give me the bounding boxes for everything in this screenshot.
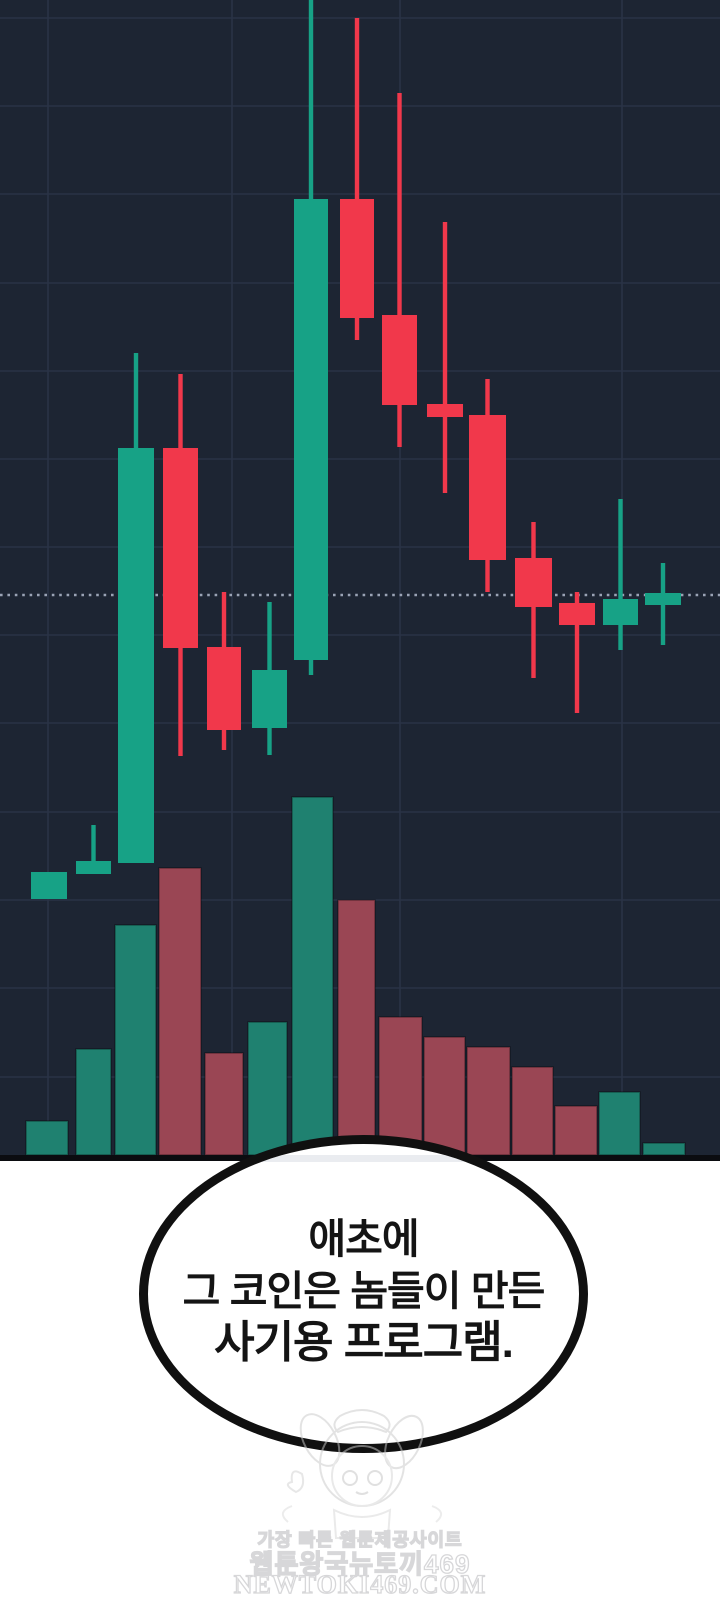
volume-bar [337, 899, 376, 1156]
candle-wick [397, 93, 402, 447]
candle-wick [618, 499, 623, 650]
candle-body [207, 647, 241, 730]
candle-body [76, 861, 111, 874]
speech-bubble: 애초에 그 코인은 놈들이 만든 사기용 프로그램. [139, 1135, 588, 1453]
speech-line-3: 사기용 프로그램. [214, 1318, 514, 1367]
volume-bar [642, 1142, 686, 1156]
volume-bar [25, 1120, 69, 1156]
volume-bar [114, 924, 157, 1156]
candlestick-chart-panel [0, 0, 720, 1161]
volume-bar [511, 1066, 554, 1156]
candle-body [469, 415, 506, 560]
candle-wick [354, 18, 360, 340]
candle-body [559, 603, 595, 625]
volume-bar [247, 1021, 288, 1156]
candle-wick [91, 825, 96, 874]
candle-body [252, 670, 287, 728]
candle-wick [442, 222, 448, 493]
volume-bar [291, 796, 334, 1156]
volume-bar [554, 1105, 598, 1156]
candle-body [515, 558, 552, 607]
candle-body [294, 199, 328, 660]
volume-bar [378, 1016, 423, 1156]
bubble-shade-band [148, 1155, 579, 1162]
candle-body [31, 872, 67, 899]
volume-bar [466, 1046, 511, 1156]
candle-body [645, 593, 681, 605]
volume-bar [598, 1091, 641, 1156]
volume-bar [158, 867, 202, 1156]
speech-text: 애초에 그 코인은 놈들이 만든 사기용 프로그램. [182, 1213, 546, 1369]
candle-body [118, 448, 154, 863]
candle-body [340, 199, 374, 318]
speech-line-2: 그 코인은 놈들이 만든 [182, 1268, 546, 1314]
candle-body [382, 315, 417, 405]
candle-body [427, 404, 463, 417]
candlestick-chart [0, 0, 720, 1161]
candle-wick [574, 592, 580, 713]
volume-bar [204, 1052, 244, 1156]
volume-bar [75, 1048, 112, 1156]
speech-line-1: 애초에 [308, 1216, 419, 1262]
candle-body [603, 599, 638, 625]
candle-body [163, 448, 198, 648]
volume-bar [423, 1036, 466, 1156]
